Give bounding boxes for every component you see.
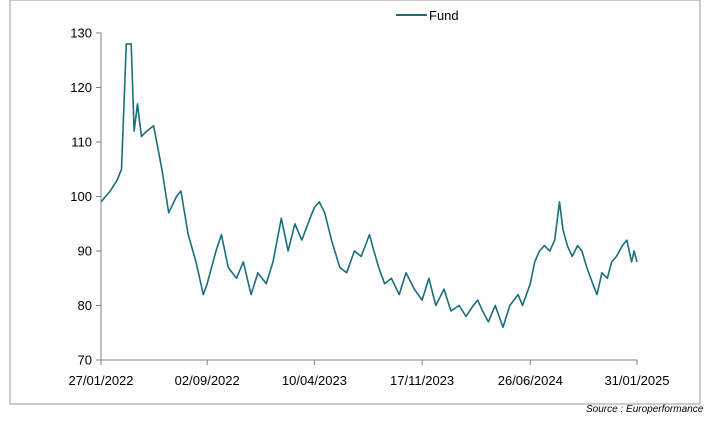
- y-tick-label: 120: [70, 80, 92, 95]
- x-tick-label: 26/06/2024: [498, 373, 563, 388]
- x-tick-label: 31/01/2025: [604, 373, 669, 388]
- y-tick-label: 130: [70, 26, 92, 41]
- source-note: Source : Europerformance: [586, 404, 704, 415]
- series-line-fund: [100, 43, 638, 329]
- x-tick-label: 10/04/2023: [282, 373, 347, 388]
- x-tick-label: 27/01/2022: [68, 373, 133, 388]
- legend: Fund: [396, 8, 459, 23]
- y-tick-label: 100: [70, 189, 92, 204]
- y-tick-label: 110: [71, 135, 92, 150]
- x-tick-label: 17/11/2023: [390, 373, 454, 388]
- x-axis: 27/01/2022 02/09/2022 10/04/2023 17/11/2023…: [68, 359, 670, 388]
- legend-label: Fund: [429, 8, 459, 23]
- chart-frame: [9, 0, 701, 405]
- y-axis: 70 80 90 100 110 120 130: [70, 26, 102, 368]
- y-tick-label: 80: [78, 298, 92, 313]
- y-tick-label: 90: [78, 244, 92, 259]
- y-tick-label: 70: [78, 353, 92, 368]
- series-layer: [100, 43, 638, 329]
- x-tick-label: 02/09/2022: [175, 373, 240, 388]
